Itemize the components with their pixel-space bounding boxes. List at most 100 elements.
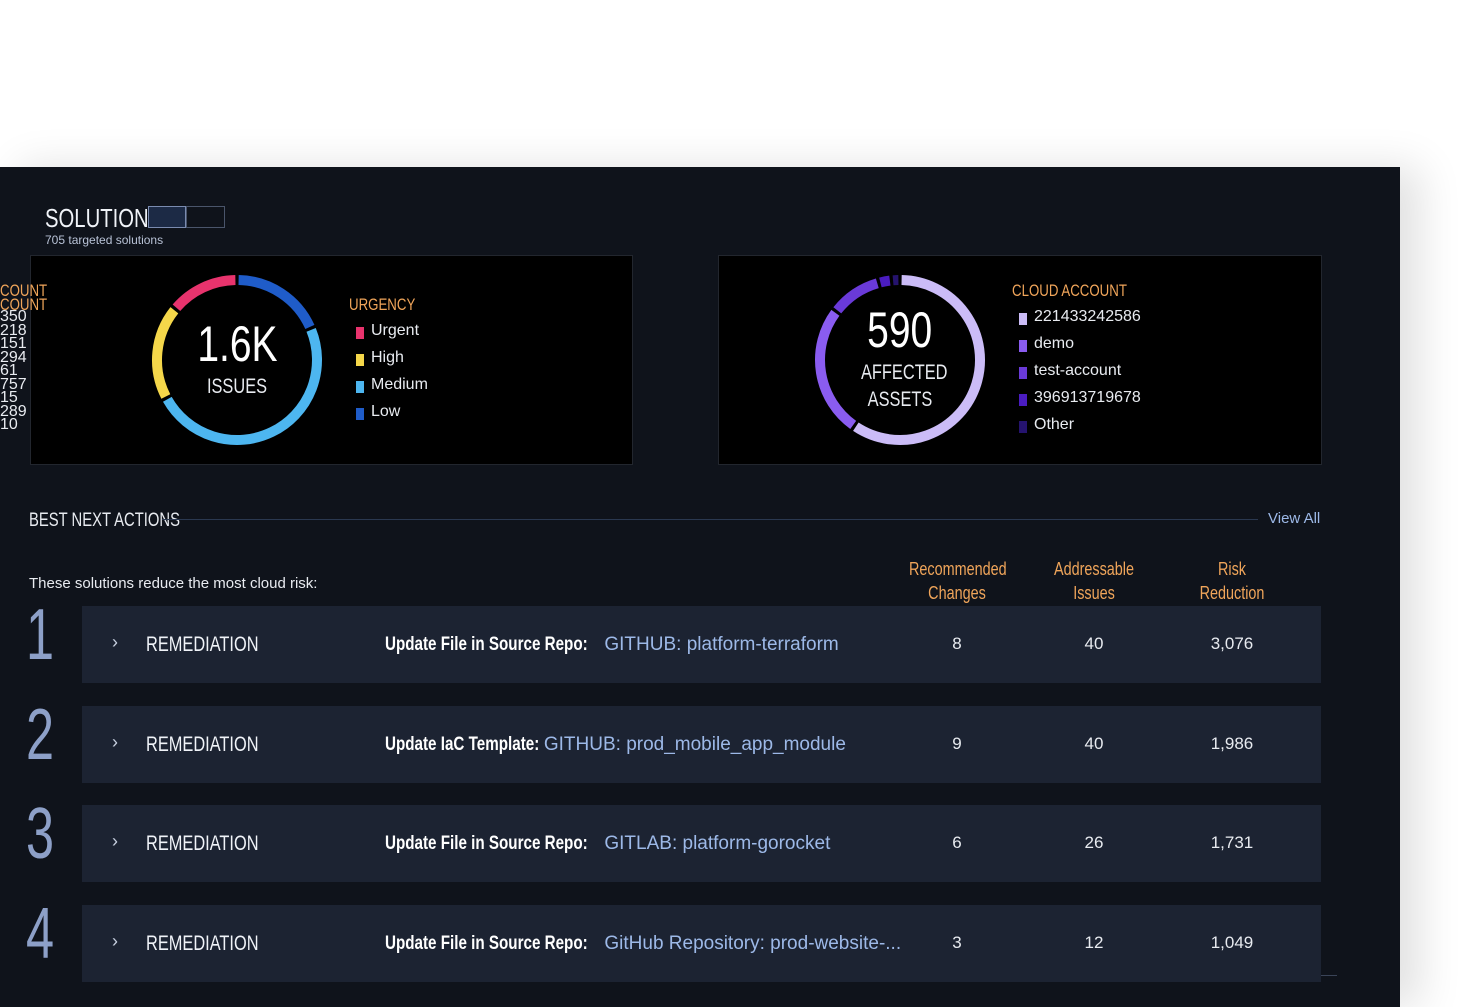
action-type: REMEDIATION: [146, 733, 290, 757]
action-description: Update File in Source Repo: GitHub Reposi…: [385, 933, 901, 955]
expand-chevron: ›: [112, 931, 118, 952]
rank: 3: [26, 794, 55, 875]
column-header: Recommended Changes: [909, 559, 1007, 603]
section-title: BEST NEXT ACTIONS: [29, 510, 223, 532]
donut-segment: [238, 275, 315, 330]
center-value: 1.6K: [157, 315, 317, 373]
title: SOLUTIONS: [45, 203, 195, 234]
donut-segment: [162, 328, 322, 445]
legend-count: 294: [0, 349, 27, 366]
legend-label: Other: [1034, 416, 1075, 433]
action-verb: Update IaC Template:: [385, 733, 540, 755]
action-description: Update File in Source Repo: GITHUB: platf…: [385, 634, 839, 656]
metric-issues: 40: [1084, 634, 1104, 653]
center-label: AFFECTED ASSETS: [861, 361, 948, 411]
view-all-link[interactable]: View All: [1268, 510, 1321, 527]
metric-changes: 3: [952, 933, 962, 953]
legend-count: 350: [0, 308, 27, 325]
intro-text: These solutions reduce the most cloud ri…: [29, 575, 318, 592]
legend-count: 15: [0, 389, 18, 406]
legend-count: 289: [0, 403, 27, 420]
action-type-text: REMEDIATION: [146, 633, 259, 656]
legend-swatch: [1019, 367, 1027, 379]
donut-segment: [815, 309, 857, 429]
list-view-button[interactable]: [186, 206, 225, 228]
legend-count: 218: [0, 322, 27, 339]
expand-chevron: ›: [112, 632, 118, 652]
metric-issues: 26: [1084, 833, 1104, 853]
legend-header: URGENCY: [349, 295, 434, 315]
action-type-text: REMEDIATION: [146, 732, 259, 756]
donut-segment: [833, 278, 879, 314]
metric-risk-reduction: 1,049: [1210, 933, 1254, 953]
count-header: COUNT: [0, 281, 60, 301]
metric-changes: 9: [952, 733, 962, 753]
action-row[interactable]: › REMEDIATION Update File in Source Repo: G…: [82, 805, 1321, 883]
column-header: Addressable Issues: [1053, 559, 1135, 603]
legend-label: 396913719678: [1034, 389, 1141, 406]
legend-label: Low: [371, 403, 401, 420]
legend-label: High: [371, 349, 404, 366]
gauge-view-button[interactable]: [148, 206, 186, 228]
rank: 1: [26, 595, 55, 675]
count-header-text: COUNT: [0, 281, 48, 300]
action-type-text: REMEDIATION: [146, 832, 259, 856]
action-target[interactable]: GITHUB: platform-terraform: [604, 634, 839, 655]
action-type: REMEDIATION: [146, 932, 290, 956]
action-description: Update IaC Template: GITHUB: prod_mobile_…: [385, 734, 846, 756]
count-header: COUNT: [0, 295, 60, 315]
count-header-text: COUNT: [0, 295, 48, 314]
metric-changes: 6: [952, 833, 962, 853]
legend-count: 757: [0, 376, 27, 393]
legend-swatch: [356, 408, 364, 420]
donut-charts: [152, 275, 985, 445]
center-value: 590: [820, 301, 980, 359]
donut-segment: [879, 275, 891, 288]
legend-label: demo: [1034, 335, 1075, 352]
legend-label: Medium: [371, 376, 428, 393]
legend-swatch: [1019, 421, 1027, 433]
metric-issues: 40: [1084, 733, 1104, 753]
center-label: ISSUES: [206, 375, 268, 398]
legend-swatch: [1019, 313, 1027, 325]
legend-swatch: [356, 327, 364, 339]
dashboard: SOLUTIONS 705 targeted solutions BEST NE…: [0, 167, 1400, 1007]
action-row[interactable]: › REMEDIATION Update File in Source Repo: G…: [82, 905, 1321, 983]
action-verb: Update File in Source Repo:: [385, 833, 588, 855]
center-value-text: 1.6K: [196, 316, 278, 372]
metric-risk-reduction: 3,076: [1210, 634, 1254, 653]
legend-swatch: [356, 381, 364, 393]
metric-risk-reduction: 1,731: [1210, 833, 1254, 853]
legend-label: test-account: [1034, 362, 1122, 379]
action-verb: Update File in Source Repo:: [385, 933, 588, 955]
action-target[interactable]: GitHub Repository: prod-website-...: [604, 933, 902, 955]
legend-count: 61: [0, 362, 18, 379]
title-text: SOLUTIONS: [45, 203, 163, 233]
expand-chevron: ›: [112, 731, 118, 752]
action-row[interactable]: › REMEDIATION Update IaC Template: GITHUB: …: [82, 705, 1321, 783]
metric-issues: 12: [1084, 933, 1104, 953]
legend-count: 10: [0, 416, 18, 433]
donut-segment: [172, 275, 236, 312]
rank: 2: [26, 694, 55, 775]
legend-swatch: [1019, 394, 1027, 406]
action-row[interactable]: › REMEDIATION Update File in Source Repo: G…: [82, 606, 1321, 683]
action-target[interactable]: GITHUB: prod_mobile_app_module: [543, 733, 846, 755]
action-verb: Update File in Source Repo:: [385, 634, 588, 655]
legend-swatch: [356, 354, 364, 366]
legend-label: 221433242586: [1034, 308, 1141, 325]
donut-segment: [853, 275, 985, 445]
action-target[interactable]: GITLAB: platform-gorocket: [604, 833, 831, 855]
column-header: Risk Reduction: [1199, 559, 1265, 603]
legend-header-text: CLOUD ACCOUNT: [1012, 281, 1127, 300]
action-type: REMEDIATION: [146, 832, 290, 856]
donut-segment: [152, 307, 179, 399]
legend-count: 151: [0, 335, 27, 352]
urgency-card: [30, 255, 633, 465]
legend-label: Urgent: [371, 322, 420, 339]
action-description: Update File in Source Repo: GITLAB: platf…: [385, 833, 830, 855]
subtitle: 705 targeted solutions: [45, 233, 164, 247]
expand-chevron: ›: [112, 831, 118, 852]
legend-swatch: [1019, 340, 1027, 352]
